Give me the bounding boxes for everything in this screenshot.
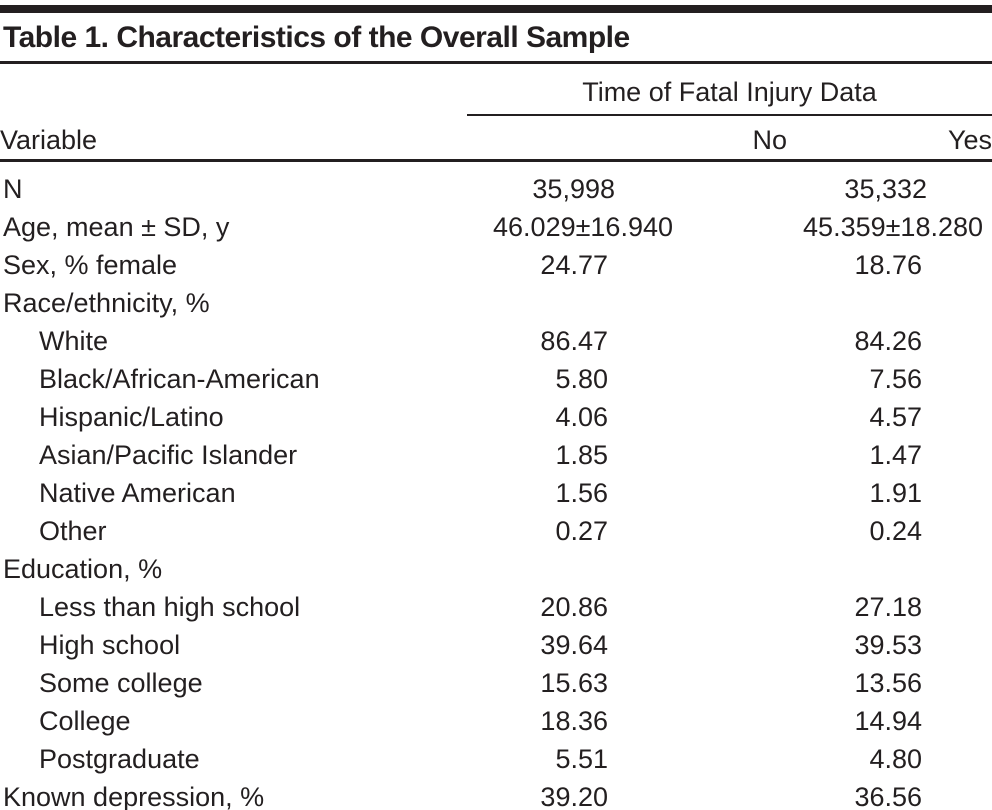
table-row: Some college 15.63 13.56 <box>0 664 992 702</box>
value-no: 39.20 <box>467 778 787 810</box>
column-header-yes: Yes <box>787 115 992 162</box>
table-row-group: Education, % <box>0 550 992 588</box>
value-yes: 14.94 <box>854 705 923 736</box>
value-no: 1.85 <box>555 439 608 470</box>
value-no: 24.77 <box>540 249 608 280</box>
row-label: Postgraduate <box>39 743 200 774</box>
value-yes: 1.47 <box>869 439 923 470</box>
row-label: N <box>3 173 23 204</box>
row-label: Asian/Pacific Islander <box>39 439 298 470</box>
column-header-no: No <box>467 115 787 162</box>
table-row: Postgraduate 5.51 4.80 <box>0 740 992 778</box>
table-row: Native American 1.56 1.91 <box>0 474 992 512</box>
value-no: 1.56 <box>555 477 608 508</box>
table-row: High school 39.64 39.53 <box>0 626 992 664</box>
table-row: Age, mean ± SD, y 46.029±16.940 45.359±1… <box>0 208 992 246</box>
table-row: Black/African-American 5.80 7.56 <box>0 360 992 398</box>
value-yes: 27.18 <box>854 591 923 622</box>
table-row: Hispanic/Latino 4.06 4.57 <box>0 398 992 436</box>
value-yes: 35,332 <box>844 173 928 204</box>
table-row: Sex, % female 24.77 18.76 <box>0 246 992 284</box>
value-no: 15.63 <box>540 667 608 698</box>
table-row: Known depression, % 39.20 36.56 <box>0 778 992 810</box>
value-no: 18.36 <box>540 705 608 736</box>
value-yes: 4.80 <box>869 743 923 774</box>
table-row: White 86.47 84.26 <box>0 322 992 360</box>
row-label: Black/African-American <box>39 363 320 394</box>
row-label: Hispanic/Latino <box>39 401 224 432</box>
value-yes: 39.53 <box>854 629 923 660</box>
value-no: 5.80 <box>555 363 608 394</box>
row-label: Race/ethnicity, % <box>3 287 210 318</box>
span-header: Time of Fatal Injury Data <box>467 64 992 116</box>
value-no: 86.47 <box>540 325 608 356</box>
value-yes: 1.91 <box>869 477 923 508</box>
table-row-group: Race/ethnicity, % <box>0 284 992 322</box>
value-no <box>467 284 787 322</box>
row-label: Less than high school <box>39 591 301 622</box>
table-row: Other 0.27 0.24 <box>0 512 992 550</box>
value-yes: 4.57 <box>869 401 923 432</box>
value-no: 20.86 <box>540 591 608 622</box>
value-yes: 18.76 <box>854 249 923 280</box>
top-rule-bar <box>0 5 992 13</box>
row-label: Other <box>39 515 107 546</box>
table-title: Table 1. Characteristics of the Overall … <box>3 21 630 54</box>
value-yes: 84.26 <box>854 325 923 356</box>
column-header-row: Variable No Yes <box>0 115 992 162</box>
table-row: College 18.36 14.94 <box>0 702 992 740</box>
value-no: 35,998 <box>532 173 615 204</box>
value-no: 46.029±16.940 <box>493 211 673 242</box>
value-yes <box>787 284 992 322</box>
value-yes: 36.56 <box>787 778 992 810</box>
row-label: High school <box>39 629 181 660</box>
table-row: Less than high school 20.86 27.18 <box>0 588 992 626</box>
span-header-spacer <box>0 64 467 115</box>
table-row: Asian/Pacific Islander 1.85 1.47 <box>0 436 992 474</box>
value-yes: 45.359±18.280 <box>803 211 984 242</box>
column-header-variable: Variable <box>0 115 467 162</box>
span-header-row: Time of Fatal Injury Data <box>0 64 992 116</box>
characteristics-table: Time of Fatal Injury Data Variable No Ye… <box>0 64 992 810</box>
row-label: Native American <box>39 477 236 508</box>
value-yes: 0.24 <box>869 515 923 546</box>
value-no: 39.64 <box>540 629 608 660</box>
row-label: Some college <box>39 667 203 698</box>
title-rule <box>0 61 992 64</box>
value-no: 0.27 <box>555 515 608 546</box>
value-yes: 13.56 <box>854 667 923 698</box>
row-label: Known depression, % <box>0 778 467 810</box>
row-label: College <box>39 705 131 736</box>
value-yes: 7.56 <box>869 363 923 394</box>
row-label: Education, % <box>3 553 163 584</box>
row-label: Sex, % female <box>3 249 178 280</box>
value-no: 4.06 <box>555 401 608 432</box>
row-label: Age, mean ± SD, y <box>3 211 230 242</box>
value-yes <box>787 550 992 588</box>
row-label: White <box>39 325 109 356</box>
value-no <box>467 550 787 588</box>
value-no: 5.51 <box>555 743 608 774</box>
table-row: N 35,998 35,332 <box>0 161 992 209</box>
